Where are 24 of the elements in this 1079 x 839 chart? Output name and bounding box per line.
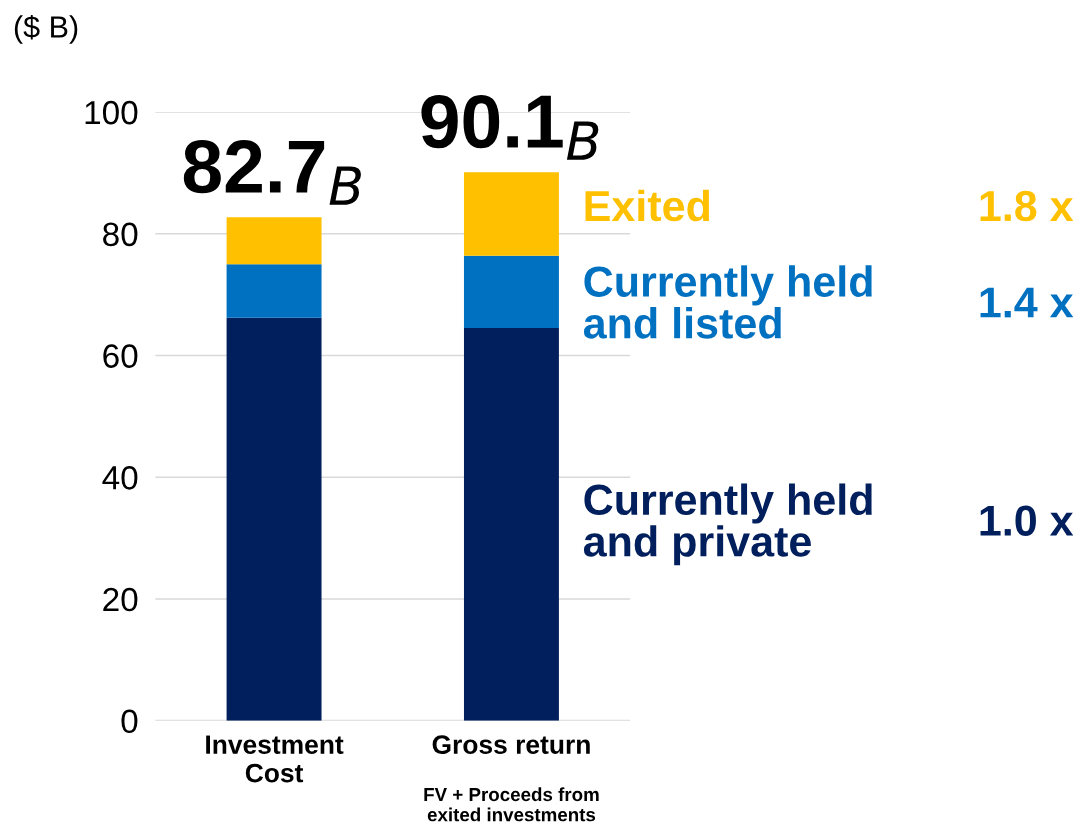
bar: [226, 217, 322, 265]
y-tick-label: 80: [103, 222, 138, 247]
y-tick-label: 40: [102, 466, 138, 490]
total-label: 82.7$_{B}$: [183, 140, 361, 205]
total-label: 90.1$_{B}$: [421, 95, 599, 160]
y-tick-label: 0: [121, 709, 138, 734]
bar: [463, 328, 559, 721]
series-label: Currently held and listed: [583, 265, 872, 339]
bar: [226, 317, 322, 721]
text: 1.4 x: [980, 287, 1074, 318]
text: 1.0 x: [980, 505, 1074, 536]
bar: [463, 255, 559, 329]
y-tick-label: 100: [85, 100, 138, 125]
y-axis-title: ($ B): [14, 14, 78, 44]
text: FV + Proceeds from exited investments: [424, 787, 599, 822]
y-tick-label: 20: [103, 587, 138, 612]
x-tick-label: Investment Cost: [206, 735, 344, 783]
text: 1.8 x: [980, 190, 1074, 222]
x-tick-label: Gross return: [432, 735, 590, 754]
series-label: Currently held and private: [583, 483, 872, 566]
series-label: Exited: [585, 189, 710, 222]
bar: [226, 264, 322, 318]
bar: [463, 172, 559, 256]
y-tick-label: 60: [103, 344, 138, 368]
